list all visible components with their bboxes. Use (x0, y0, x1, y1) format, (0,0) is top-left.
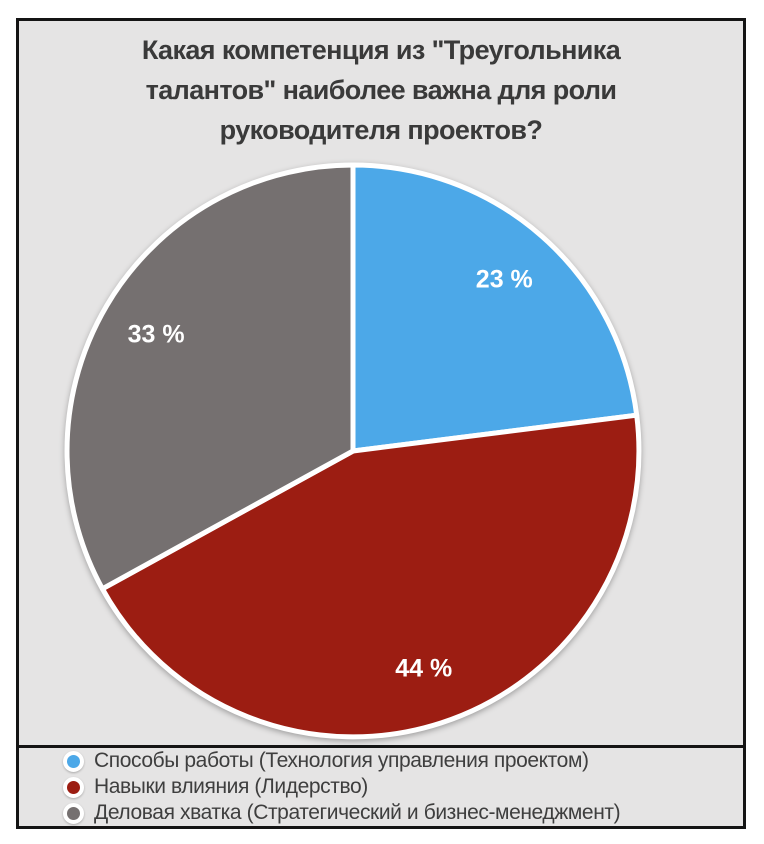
legend-item-power-skills: Навыки влияния (Лидерство) (63, 774, 743, 800)
legend-swatch-icon-2 (63, 776, 84, 798)
chart-title: Какая компетенция из "Треугольника талан… (19, 30, 743, 150)
pie-value-label-2: 44 % (395, 655, 452, 683)
pie-wedges (64, 162, 642, 740)
legend-swatch-icon-3 (63, 802, 84, 824)
legend-label-2: Навыки влияния (Лидерство) (94, 775, 368, 798)
pie-slice-3 (64, 162, 356, 592)
pie-chart: 23 % 44 % 33 % (64, 162, 642, 740)
chart-title-line-2: талантов" наиболее важна для роли (145, 75, 617, 105)
chart-title-line-3: руководителя проектов? (219, 115, 543, 145)
legend-label-3: Деловая хватка (Стратегический и бизнес-… (94, 801, 621, 824)
pie-slice-2 (99, 412, 642, 740)
pie-value-label-3: 33 % (128, 321, 185, 349)
pie-value-label-1: 23 % (476, 265, 533, 293)
legend-label-1: Способы работы (Технология управления пр… (94, 749, 589, 772)
legend-swatch-icon-1 (63, 750, 84, 772)
chart-frame: Какая компетенция из "Треугольника талан… (16, 18, 746, 829)
pie-slice-1 (350, 162, 640, 454)
pie-value-labels: 23 % 44 % 33 % (128, 265, 533, 682)
legend-item-business-acumen: Деловая хватка (Стратегический и бизнес-… (63, 800, 743, 826)
legend-item-ways-of-working: Способы работы (Технология управления пр… (63, 748, 743, 774)
legend: Способы работы (Технология управления пр… (19, 745, 743, 826)
chart-title-line-1: Какая компетенция из "Треугольника (141, 35, 621, 65)
